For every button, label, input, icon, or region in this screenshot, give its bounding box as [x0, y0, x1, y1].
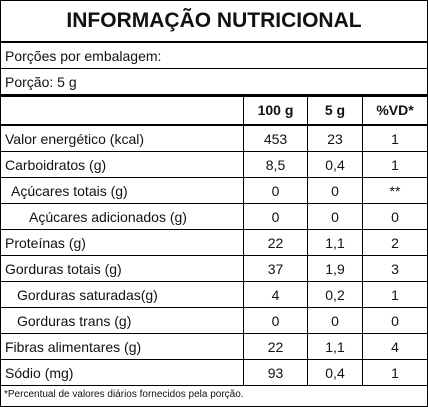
table-row: Gorduras trans (g) 0 0 0: [1, 308, 427, 334]
table-row: Açúcares adicionados (g) 0 0 0: [1, 204, 427, 230]
nutrient-value: 93: [244, 360, 308, 385]
nutrient-value: 1: [391, 157, 399, 173]
nutrient-value: 0: [308, 178, 363, 203]
table-row: Carboidratos (g) 8,5 0,4 1: [1, 152, 427, 178]
header-cell: [1, 97, 244, 124]
table-row: Valor energético (kcal) 453 23 1: [1, 126, 427, 152]
nutrient-value: 0: [308, 204, 363, 229]
nutrient-value: 1: [391, 365, 399, 381]
nutrient-name: Sódio (mg): [1, 360, 244, 385]
table-row: Proteínas (g) 22 1,1 2: [1, 230, 427, 256]
nutrient-name: Valor energético (kcal): [1, 126, 244, 151]
nutrient-name: Açúcares adicionados (g): [1, 204, 244, 229]
nutrient-name: Carboidratos (g): [1, 152, 244, 177]
header-row: 100 g 5 g %VD*: [1, 97, 427, 126]
table-row: Açúcares totais (g) 0 0 **: [1, 178, 427, 204]
nutrient-value: 0: [308, 308, 363, 333]
nutrient-name: Fibras alimentares (g): [1, 334, 244, 359]
footnote: *Percentual de valores diários fornecido…: [4, 389, 244, 400]
nutrient-value: 22: [244, 230, 308, 255]
nutrient-value: 0,2: [308, 282, 363, 307]
nutrient-value: 22: [244, 334, 308, 359]
nutrient-value: 23: [308, 126, 363, 151]
nutrient-value: 1,1: [308, 230, 363, 255]
nutrient-value: 4: [391, 339, 399, 355]
table-row: Fibras alimentares (g) 22 1,1 4: [1, 334, 427, 360]
servings: Porções por embalagem:: [1, 43, 427, 69]
nutrient-name: Açúcares totais (g): [1, 178, 244, 203]
nutrient-value: 2: [391, 235, 399, 251]
nutrient-value: 1,1: [308, 334, 363, 359]
nutrient-value: 37: [244, 256, 308, 281]
nutrient-name: Gorduras totais (g): [1, 256, 244, 281]
nutrient-value: 1,9: [308, 256, 363, 281]
header-cell: 100 g: [244, 97, 308, 124]
nutrient-value: 0: [244, 308, 308, 333]
nutrient-value: 0: [391, 209, 399, 225]
nutrient-name: Gorduras saturadas(g): [1, 282, 244, 307]
table-row: Gorduras totais (g) 37 1,9 3: [1, 256, 427, 282]
title: INFORMAÇÃO NUTRICIONAL: [1, 1, 427, 43]
nutrient-value: 1: [391, 287, 399, 303]
header-cell: 5 g: [308, 97, 363, 124]
nutrient-value: **: [389, 183, 401, 199]
nutrient-value: 0,4: [308, 152, 363, 177]
nutrient-value: 453: [244, 126, 308, 151]
nutrient-name: Proteínas (g): [1, 230, 244, 255]
portion: Porção: 5 g: [1, 69, 427, 97]
nutrient-value: 0: [244, 178, 308, 203]
nutrient-name: Gorduras trans (g): [1, 308, 244, 333]
nutrient-value: 0: [391, 313, 399, 329]
nutrient-value: 3: [391, 261, 399, 277]
nutrient-value: 4: [244, 282, 308, 307]
table-row: Gorduras saturadas(g) 4 0,2 1: [1, 282, 427, 308]
nutrition-table: 100 g 5 g %VD* Valor energético (kcal) 45…: [1, 97, 427, 386]
nutrient-value: 1: [391, 131, 399, 147]
nutrient-value: 0,4: [308, 360, 363, 385]
table-row: Sódio (mg) 93 0,4 1: [1, 360, 427, 386]
header-cell: %VD*: [376, 102, 414, 118]
nutrient-value: 0: [244, 204, 308, 229]
nutrient-value: 8,5: [244, 152, 308, 177]
